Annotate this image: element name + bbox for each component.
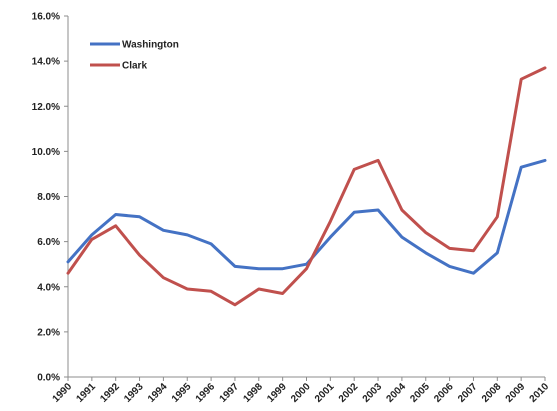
data-point-washington <box>329 236 332 239</box>
data-point-washington <box>520 166 523 169</box>
data-point-clark <box>472 249 475 252</box>
data-point-clark <box>400 209 403 212</box>
legend: Washington Clark <box>90 40 179 72</box>
y-tick-label: 10.0% <box>32 147 60 158</box>
series-line-washington <box>66 158 547 275</box>
data-point-washington <box>234 265 237 268</box>
y-axis: 0.0% 2.0% 4.0% 6.0% 8.0% 10.0% 12.0% 14.0% 16.0% <box>32 12 69 384</box>
data-point-washington <box>257 267 260 270</box>
y-tick-label: 0.0% <box>37 373 60 384</box>
y-tick-label: 8.0% <box>37 192 60 203</box>
x-tick-label: 1994 <box>146 381 170 405</box>
data-point-clark <box>90 238 93 241</box>
series-line-clark <box>66 66 547 307</box>
x-tick-label: 1997 <box>218 381 242 405</box>
x-tick-label: 1990 <box>51 381 75 405</box>
data-point-clark <box>305 267 308 270</box>
data-point-clark <box>138 254 141 257</box>
y-tick-label: 14.0% <box>32 57 60 68</box>
data-point-clark <box>329 220 332 223</box>
x-tick-label: 2009 <box>504 381 528 405</box>
x-tick-label: 1991 <box>74 381 98 405</box>
data-point-clark <box>520 78 523 81</box>
data-point-washington <box>400 236 403 239</box>
data-point-clark <box>186 288 189 291</box>
x-tick-label: 2006 <box>432 381 456 405</box>
x-tick-label: 2008 <box>480 381 504 405</box>
data-point-washington <box>67 260 70 263</box>
legend-label-washington: Washington <box>122 40 179 51</box>
data-point-washington <box>114 213 117 216</box>
data-point-clark <box>114 224 117 227</box>
data-point-clark <box>424 231 427 234</box>
data-point-washington <box>544 159 547 162</box>
data-point-washington <box>377 209 380 212</box>
x-tick-label: 2010 <box>528 381 552 405</box>
y-tick-label: 16.0% <box>32 12 60 23</box>
data-point-washington <box>424 251 427 254</box>
data-point-washington <box>90 233 93 236</box>
data-point-washington <box>281 267 284 270</box>
data-point-clark <box>67 272 70 275</box>
data-point-washington <box>138 215 141 218</box>
series-lines <box>66 66 547 307</box>
x-tick-label: 1995 <box>170 381 194 405</box>
data-point-washington <box>496 251 499 254</box>
y-tick-label: 2.0% <box>37 327 60 338</box>
data-point-clark <box>281 292 284 295</box>
data-point-clark <box>210 290 213 293</box>
x-tick-label: 2007 <box>456 381 480 405</box>
data-point-clark <box>234 303 237 306</box>
x-tick-label: 2004 <box>385 381 409 405</box>
y-tick-label: 12.0% <box>32 102 60 113</box>
legend-label-clark: Clark <box>122 61 147 72</box>
data-point-washington <box>186 233 189 236</box>
x-tick-label: 1999 <box>265 381 289 405</box>
x-axis: 1990 1991 1992 1993 1994 1995 1996 1997 1998 1999… <box>51 376 552 405</box>
y-tick-label: 4.0% <box>37 282 60 293</box>
x-tick-label: 1996 <box>194 381 218 405</box>
x-tick-label: 2003 <box>361 381 385 405</box>
data-point-clark <box>544 66 547 69</box>
data-point-clark <box>353 168 356 171</box>
data-point-clark <box>377 159 380 162</box>
data-point-clark <box>496 215 499 218</box>
data-point-washington <box>353 211 356 214</box>
data-point-washington <box>162 229 165 232</box>
x-tick-label: 1992 <box>98 381 122 405</box>
data-point-washington <box>472 272 475 275</box>
y-tick-label: 6.0% <box>37 237 60 248</box>
x-tick-label: 2005 <box>408 381 432 405</box>
data-point-clark <box>257 288 260 291</box>
data-point-clark <box>448 247 451 250</box>
x-tick-label: 1993 <box>122 381 146 405</box>
data-point-clark <box>162 276 165 279</box>
data-point-washington <box>210 242 213 245</box>
x-tick-label: 2000 <box>289 381 313 405</box>
x-tick-label: 2001 <box>313 381 337 405</box>
x-tick-label: 1998 <box>241 381 265 405</box>
x-tick-label: 2002 <box>337 381 361 405</box>
data-point-washington <box>448 265 451 268</box>
